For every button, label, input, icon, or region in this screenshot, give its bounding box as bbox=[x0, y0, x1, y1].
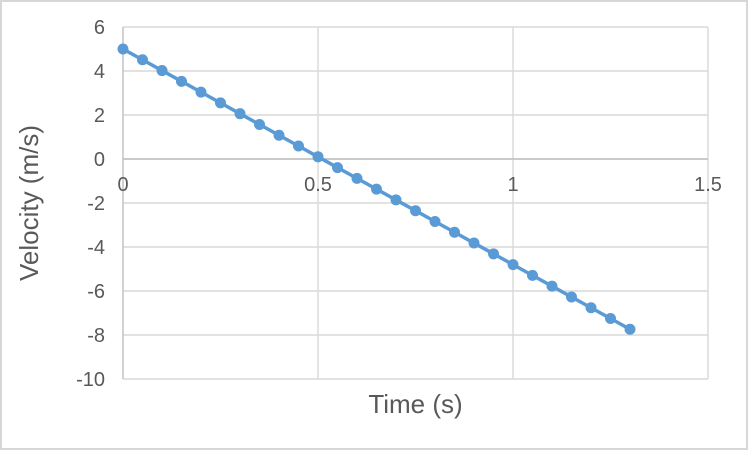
data-point-marker bbox=[176, 75, 187, 87]
x-axis-title: Time (s) bbox=[368, 389, 462, 419]
y-tick-label: 0 bbox=[94, 149, 105, 171]
data-point-marker bbox=[117, 43, 129, 55]
data-point-marker bbox=[254, 118, 265, 130]
y-tick-label: -4 bbox=[87, 237, 105, 259]
y-tick-label: 4 bbox=[94, 61, 105, 83]
data-point-marker bbox=[605, 313, 616, 324]
data-point-marker bbox=[390, 194, 402, 206]
x-tick-label: 0.5 bbox=[304, 174, 332, 196]
data-point-marker bbox=[371, 183, 382, 195]
data-point-marker bbox=[351, 172, 363, 184]
y-axis-title: Velocity (m/s) bbox=[14, 125, 44, 281]
y-tick-label: -2 bbox=[87, 193, 105, 215]
y-tick-label: -8 bbox=[87, 325, 105, 347]
x-tick-label: 1 bbox=[507, 174, 518, 196]
x-tick-label: 1.5 bbox=[694, 174, 722, 196]
data-point-marker bbox=[332, 162, 343, 174]
data-point-marker bbox=[234, 108, 246, 120]
y-tick-label: -10 bbox=[76, 369, 105, 391]
data-point-marker bbox=[156, 65, 168, 77]
y-tick-label: -6 bbox=[87, 281, 105, 303]
data-point-marker bbox=[585, 302, 597, 314]
data-point-marker bbox=[273, 129, 285, 141]
y-tick-label: 6 bbox=[94, 17, 105, 39]
data-point-marker bbox=[624, 323, 636, 335]
y-tick-label: 2 bbox=[94, 105, 105, 127]
data-point-marker bbox=[449, 226, 460, 238]
data-point-marker bbox=[429, 215, 441, 227]
data-point-marker bbox=[546, 280, 558, 292]
data-point-marker bbox=[566, 291, 577, 303]
gridlines bbox=[123, 26, 709, 380]
data-point-marker bbox=[468, 237, 480, 249]
data-point-marker bbox=[410, 205, 421, 217]
tick-labels: 6 4 2 0 -2 -4 -6 -8 -10 0 0.5 1 1.5 bbox=[76, 17, 722, 391]
data-point-marker bbox=[312, 151, 324, 163]
data-point-marker bbox=[195, 86, 207, 98]
axis-lines bbox=[122, 27, 708, 379]
data-point-marker bbox=[137, 54, 148, 66]
data-point-marker bbox=[527, 269, 538, 281]
data-point-marker bbox=[215, 97, 226, 109]
series-velocity bbox=[117, 43, 636, 335]
data-point-marker bbox=[507, 259, 519, 271]
x-tick-label: 0 bbox=[117, 174, 128, 196]
data-point-marker bbox=[488, 248, 499, 260]
data-point-marker bbox=[293, 140, 304, 152]
